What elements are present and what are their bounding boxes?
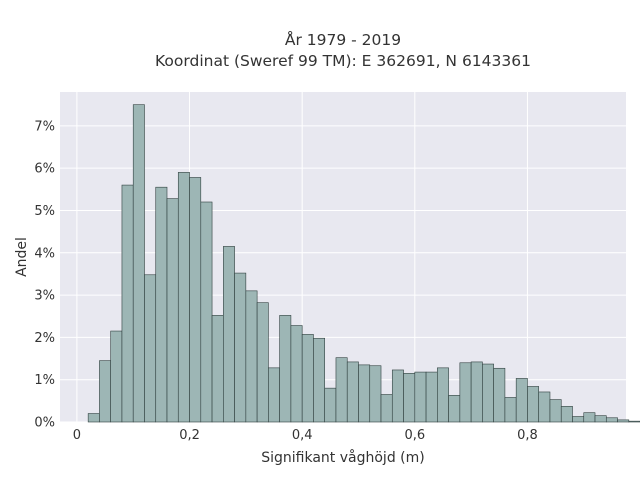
histogram-bar xyxy=(155,186,168,423)
histogram-bar xyxy=(256,302,269,423)
histogram-bar xyxy=(628,420,640,423)
histogram-bar xyxy=(470,361,483,423)
histogram-bar xyxy=(493,367,506,423)
histogram-bar xyxy=(583,412,596,423)
x-tick-label: 0,4 xyxy=(292,428,313,443)
y-tick-label: 2% xyxy=(34,331,55,346)
histogram-bar xyxy=(459,362,472,423)
histogram-bar xyxy=(234,272,247,423)
histogram-bar xyxy=(538,391,551,423)
y-tick-label: 6% xyxy=(34,162,55,177)
x-axis-title: Signifikant våghöjd (m) xyxy=(261,449,424,466)
y-axis-ticks: 0% 1% 2% 3% 4% 5% 6% 7% xyxy=(34,119,55,430)
histogram-bar xyxy=(572,416,585,423)
x-tick-label: 0 xyxy=(73,428,81,443)
histogram-bar xyxy=(515,378,528,423)
x-axis-ticks: 0 0,2 0,4 0,6 0,8 xyxy=(73,428,538,443)
histogram-bar xyxy=(448,395,461,423)
y-tick-label: 3% xyxy=(34,289,55,304)
histogram-bar xyxy=(527,386,540,423)
histogram-bar xyxy=(335,357,348,423)
histogram-bar xyxy=(403,373,416,423)
y-tick-label: 7% xyxy=(34,119,55,134)
histogram-bar xyxy=(245,290,258,423)
histogram-bar xyxy=(110,330,123,423)
y-tick-label: 0% xyxy=(34,416,55,431)
histogram-bar xyxy=(414,371,427,423)
histogram-bar xyxy=(425,371,438,423)
chart-title-line1: År 1979 - 2019 xyxy=(285,30,401,49)
y-tick-label: 4% xyxy=(34,246,55,261)
x-tick-label: 0,8 xyxy=(517,428,538,443)
y-tick-label: 1% xyxy=(34,373,55,388)
histogram-bar xyxy=(189,177,202,423)
histogram-bar xyxy=(380,394,393,423)
histogram-bar xyxy=(504,397,517,423)
histogram-bar xyxy=(166,198,179,423)
histogram-bar xyxy=(177,172,190,423)
histogram-bar xyxy=(482,363,494,423)
histogram-bar xyxy=(324,387,337,423)
histogram-bar xyxy=(121,184,134,423)
histogram-bar xyxy=(549,399,562,423)
chart-title-line2: Koordinat (Sweref 99 TM): E 362691, N 61… xyxy=(155,52,531,70)
histogram-bar xyxy=(279,315,292,423)
y-tick-label: 5% xyxy=(34,204,55,219)
x-tick-label: 0,2 xyxy=(179,428,200,443)
histogram-bar xyxy=(313,337,325,423)
histogram-bar xyxy=(268,367,280,423)
histogram-bar xyxy=(560,406,573,423)
histogram-bar xyxy=(358,364,371,423)
histogram-bars xyxy=(87,104,640,423)
histogram-bar xyxy=(391,369,404,423)
histogram-bar xyxy=(144,274,157,423)
histogram-bar xyxy=(346,361,359,423)
histogram-bar xyxy=(369,365,382,423)
x-tick-label: 0,6 xyxy=(404,428,425,443)
histogram-bar xyxy=(594,415,607,423)
histogram-bar xyxy=(617,419,630,423)
histogram-bar xyxy=(605,417,618,423)
histogram-bar xyxy=(211,315,224,423)
histogram-bar xyxy=(87,413,100,423)
y-axis-title: Andel xyxy=(14,237,30,277)
histogram-bar xyxy=(99,360,111,423)
histogram-bar xyxy=(132,104,145,423)
histogram-bar xyxy=(437,367,449,423)
histogram-bar xyxy=(290,325,303,423)
histogram-bar xyxy=(200,201,213,423)
histogram-bar xyxy=(223,246,235,423)
histogram-bar xyxy=(301,334,314,423)
